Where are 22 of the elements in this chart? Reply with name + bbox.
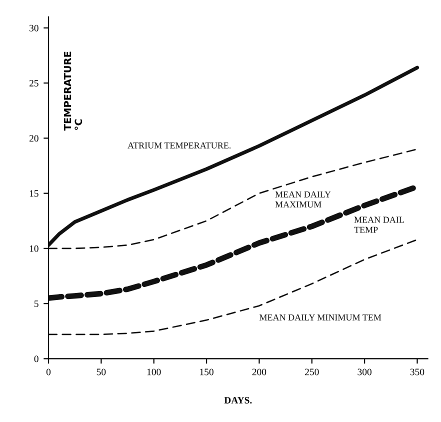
x-axis-title: DAYS. <box>224 396 252 404</box>
y-axis-title: TEMPERATURE °C <box>64 52 82 131</box>
x-tick-label: 350 <box>410 368 424 376</box>
x-tick-label: 300 <box>358 368 372 376</box>
series-label: MEAN DAIL TEMP <box>354 216 404 233</box>
x-tick-label: 150 <box>200 368 214 376</box>
x-tick-label: 50 <box>96 368 106 376</box>
x-tick-label: 0 <box>46 368 51 376</box>
series-label: MEAN DAILY MINIMUM TEM <box>259 314 382 320</box>
y-tick-label: 10 <box>30 245 38 252</box>
y-tick-label: 5 <box>34 300 38 308</box>
x-tick-label: 250 <box>305 368 319 376</box>
y-tick-label: 25 <box>29 80 38 87</box>
series-label: MEAN DAILY MAXIMUM <box>275 191 331 208</box>
y-tick-label: 20 <box>29 135 38 142</box>
y-tick-label: 0 <box>34 356 38 362</box>
x-tick-label: 200 <box>252 368 266 376</box>
x-tick-label: 100 <box>147 368 161 376</box>
y-tick-label: 15 <box>30 190 38 197</box>
series-label: ATRIUM TEMPERATURE. <box>128 142 231 149</box>
y-tick-label: 30 <box>30 24 38 32</box>
line-series <box>48 238 418 336</box>
